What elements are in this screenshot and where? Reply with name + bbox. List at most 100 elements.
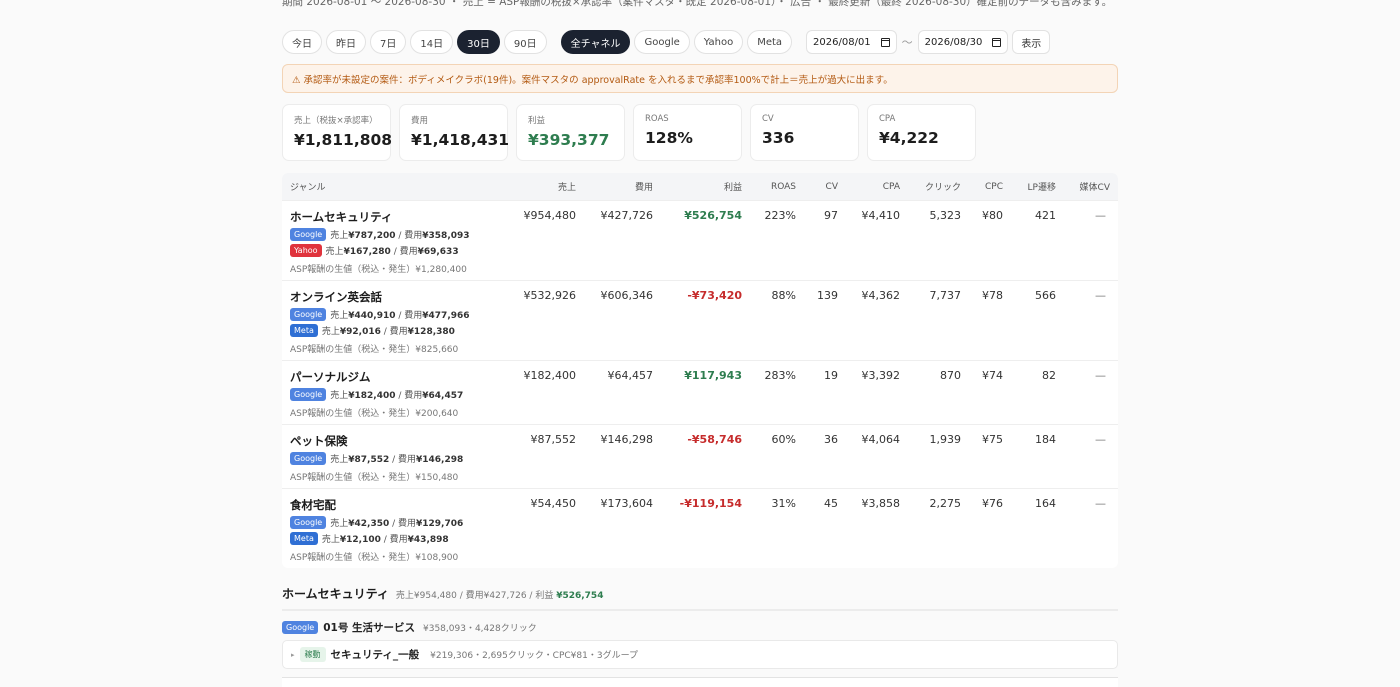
range-yesterday-button[interactable]: 昨日 — [326, 30, 366, 54]
kpi-label: 利益 — [528, 116, 546, 126]
detail-summary-text: 売上¥954,480 / 費用¥427,726 / 利益 — [395, 591, 554, 601]
cell-cpa: ¥4,362 — [861, 289, 901, 302]
cell-roas: 60% — [771, 433, 796, 446]
channel-sales: 売上¥787,200 / 費用¥358,093 — [330, 231, 470, 241]
kpi-label: 費用 — [411, 116, 429, 126]
cell-cpa: ¥4,064 — [861, 433, 901, 446]
genre-cell: ホームセキュリティ Google 売上¥787,200 / 費用¥358,093… — [290, 209, 470, 275]
col-cpa[interactable]: CPA — [882, 181, 900, 192]
cell-cv: 139 — [817, 289, 838, 302]
col-cv[interactable]: CV — [825, 181, 838, 192]
alert-text: ⚠ 承認率が未設定の案件：ボディメイクラボ(19件)。案件マスタの approv… — [292, 74, 893, 86]
cell-cpa: ¥3,858 — [861, 497, 901, 510]
account-row[interactable]: Google 01号 生活サービス ¥358,093・4,428クリック — [282, 620, 1118, 635]
col-cpc[interactable]: CPC — [985, 181, 1003, 192]
campaign-row[interactable]: ▸ 稼動 セキュリティ_一般 ¥219,306・2,695クリック・CPC¥81… — [282, 640, 1118, 669]
table-row[interactable]: ペット保険 Google 売上¥87,552 / 費用¥146,298 ASP報… — [282, 424, 1118, 488]
cell-clicks: 2,275 — [929, 497, 962, 510]
cell-cost: ¥606,346 — [600, 289, 654, 302]
genre-name: ペット保険 — [290, 434, 348, 448]
channel-sales: 売上¥167,280 / 費用¥69,633 — [325, 247, 459, 257]
cell-clicks: 870 — [940, 369, 961, 382]
channel-badge: Yahoo — [290, 244, 322, 257]
cell-cpc: ¥75 — [982, 433, 1003, 446]
genre-table: ジャンル 売上 費用 利益 ROAS CV CPA クリック CPC LP遷移 … — [282, 173, 1118, 568]
col-lp[interactable]: LP遷移 — [1027, 183, 1056, 193]
asp-raw-value: ASP報酬の生値（税込・発生）¥200,640 — [290, 409, 459, 419]
channel-badge: Google — [290, 228, 327, 241]
filter-bar: 今日 昨日 7日 14日 30日 90日 全チャネル Google Yahoo … — [282, 30, 1051, 54]
kpi-roas-card: ROAS 128% — [633, 104, 742, 161]
col-roas[interactable]: ROAS — [770, 181, 796, 192]
kpi-cards: 売上（税抜×承認率） ¥1,811,808 費用 ¥1,418,431 利益 ¥… — [282, 104, 976, 161]
table-row[interactable]: 食材宅配 Google 売上¥42,350 / 費用¥129,706 Meta … — [282, 488, 1118, 568]
channel-breakdown: Google 売上¥42,350 / 費用¥129,706 — [290, 516, 463, 529]
range-90d-button[interactable]: 90日 — [503, 30, 547, 54]
cell-roas: 223% — [764, 209, 796, 222]
range-14d-button[interactable]: 14日 — [410, 30, 454, 54]
range-7d-button[interactable]: 7日 — [370, 30, 407, 54]
cell-cpa: ¥4,410 — [861, 209, 901, 222]
channel-badge: Google — [290, 516, 327, 529]
kpi-profit-card: 利益 ¥393,377 — [516, 104, 625, 161]
cell-cv: 19 — [824, 369, 838, 382]
col-cost[interactable]: 費用 — [634, 183, 653, 193]
table-row[interactable]: オンライン英会話 Google 売上¥440,910 / 費用¥477,966 … — [282, 280, 1118, 360]
range-30d-button[interactable]: 30日 — [457, 30, 500, 54]
asp-raw-value: ASP報酬の生値（税込・発生）¥150,480 — [290, 473, 459, 483]
kpi-value: 128% — [645, 129, 693, 147]
kpi-label: 売上（税抜×承認率） — [294, 116, 378, 126]
cell-cv: 45 — [824, 497, 838, 510]
genre-cell: パーソナルジム Google 売上¥182,400 / 費用¥64,457 AS… — [290, 369, 463, 419]
cell-roas: 88% — [771, 289, 796, 302]
cell-cost: ¥427,726 — [600, 209, 654, 222]
cell-clicks: 5,323 — [929, 209, 962, 222]
calendar-icon[interactable] — [992, 37, 1002, 47]
col-media-cv[interactable]: 媒体CV — [1079, 183, 1110, 193]
cell-lp: 164 — [1035, 497, 1056, 510]
channel-all-button[interactable]: 全チャネル — [560, 30, 631, 54]
detail-title: ホームセキュリティ — [282, 587, 389, 601]
date-from-input[interactable]: 2026/08/01 — [806, 30, 897, 54]
col-profit[interactable]: 利益 — [723, 183, 742, 193]
cell-sales: ¥532,926 — [523, 289, 577, 302]
kpi-label: ROAS — [645, 114, 669, 124]
channel-breakdown: Meta 売上¥12,100 / 費用¥43,898 — [290, 532, 463, 545]
channel-breakdown: Yahoo 売上¥167,280 / 費用¥69,633 — [290, 244, 470, 257]
cell-profit: -¥119,154 — [679, 497, 742, 510]
channel-google-button[interactable]: Google — [634, 30, 690, 54]
cell-clicks: 7,737 — [929, 289, 962, 302]
channel-sales: 売上¥440,910 / 費用¥477,966 — [330, 311, 470, 321]
kpi-value: ¥4,222 — [879, 129, 939, 147]
cell-media-cv: — — [1095, 433, 1106, 446]
kpi-label: CV — [762, 114, 774, 124]
kpi-cv-card: CV 336 — [750, 104, 859, 161]
col-clicks[interactable]: クリック — [924, 183, 961, 193]
cell-cpc: ¥78 — [982, 289, 1003, 302]
col-sales[interactable]: 売上 — [557, 183, 576, 193]
table-row[interactable]: パーソナルジム Google 売上¥182,400 / 費用¥64,457 AS… — [282, 360, 1118, 424]
calendar-icon[interactable] — [880, 37, 890, 47]
genre-cell: 食材宅配 Google 売上¥42,350 / 費用¥129,706 Meta … — [290, 497, 463, 563]
cell-cpa: ¥3,392 — [861, 369, 901, 382]
chevron-right-icon[interactable]: ▸ — [291, 650, 295, 659]
channel-yahoo-button[interactable]: Yahoo — [693, 30, 744, 54]
show-button[interactable]: 表示 — [1012, 30, 1051, 54]
genre-name: 食材宅配 — [290, 498, 336, 512]
col-genre[interactable]: ジャンル — [290, 183, 326, 193]
cell-sales: ¥87,552 — [530, 433, 577, 446]
channel-badge: Google — [290, 388, 327, 401]
cell-cost: ¥64,457 — [607, 369, 654, 382]
cell-clicks: 1,939 — [929, 433, 962, 446]
table-row[interactable]: ホームセキュリティ Google 売上¥787,200 / 費用¥358,093… — [282, 200, 1118, 280]
cell-media-cv: — — [1095, 369, 1106, 382]
channel-badge: Google — [290, 308, 327, 321]
kpi-value: 336 — [762, 129, 795, 147]
channel-meta-button[interactable]: Meta — [747, 30, 793, 54]
date-to-input[interactable]: 2026/08/30 — [917, 30, 1009, 54]
cell-lp: 184 — [1035, 433, 1056, 446]
date-separator: 〜 — [901, 36, 913, 49]
cell-cv: 36 — [824, 433, 838, 446]
channel-breakdown: Google 売上¥87,552 / 費用¥146,298 — [290, 452, 463, 465]
range-today-button[interactable]: 今日 — [282, 30, 322, 54]
